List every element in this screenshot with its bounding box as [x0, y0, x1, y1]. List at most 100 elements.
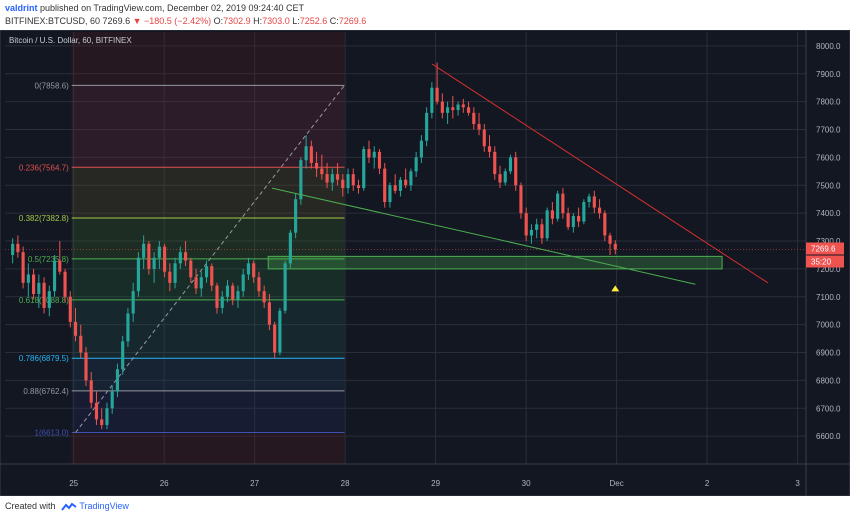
candle-body: [367, 149, 371, 158]
candle-body: [383, 168, 387, 203]
candle-body: [52, 260, 57, 292]
candle-body: [100, 419, 104, 425]
candle-body: [466, 107, 471, 113]
fib-band: [71, 167, 345, 218]
fib-anchor-line: [75, 85, 345, 433]
candle-body: [540, 224, 544, 239]
candle-body: [571, 215, 575, 228]
candle-body: [503, 171, 507, 183]
candle-body: [346, 174, 350, 189]
ohlc-close-label: C:: [329, 16, 339, 26]
candle-body: [68, 296, 72, 322]
fib-level-label: 0.786(6879.5): [19, 354, 69, 363]
candle-body: [79, 335, 83, 353]
fib-level-label: 0(7858.6): [35, 81, 70, 90]
candle-body: [587, 196, 591, 203]
candle-body: [430, 87, 434, 113]
ohlc-open-label: O:: [213, 16, 224, 26]
price-chart[interactable]: 0(7858.6) 0.236(7564.7) 0.382(7382.8) 0.5(7…: [0, 30, 850, 496]
candle-body: [592, 196, 596, 208]
price-tick-label: 7500.0: [816, 181, 841, 190]
price-tick-label: 7800.0: [816, 98, 841, 107]
candle-body: [377, 151, 382, 169]
candle-body: [63, 271, 67, 297]
candle-body: [514, 157, 518, 186]
candle-body: [603, 213, 607, 236]
ohlc-high: 7303.0: [262, 16, 290, 26]
candle-body: [288, 232, 292, 264]
chart-title: Bitcoin / U.S. Dollar, 60, BITFINEX: [9, 36, 132, 45]
candle-body: [398, 179, 402, 191]
price-tick-label: 7000.0: [816, 321, 841, 330]
candle-body: [32, 274, 36, 294]
ohlc-high-label: H:: [253, 16, 263, 26]
candle-body: [47, 291, 51, 308]
candle-body: [440, 101, 444, 113]
candle-body: [199, 277, 203, 289]
candle-body: [529, 229, 534, 236]
symbol-name: BITFINEX:BTCUSD, 60: [5, 16, 101, 26]
author-link[interactable]: valdrint: [5, 3, 38, 13]
fib-level-label: 0.236(7564.7): [19, 163, 69, 172]
tradingview-brand[interactable]: TradingView: [79, 501, 129, 511]
candle-body: [320, 168, 324, 175]
candle-body: [126, 313, 130, 342]
candle-body: [194, 277, 198, 289]
fib-level-label: 0.5(7235.8): [28, 255, 69, 264]
candle-body: [315, 162, 319, 169]
fib-band: [71, 390, 345, 433]
price-tick-label: 8000.0: [816, 42, 841, 51]
candle-body: [131, 291, 135, 314]
candle-body: [335, 174, 340, 180]
candle-body: [142, 243, 146, 258]
time-tick-label: 29: [431, 479, 440, 488]
candle-body: [278, 310, 282, 353]
candle-body: [11, 243, 15, 255]
candle-body: [425, 112, 429, 141]
candle-body: [582, 202, 586, 222]
candle-body: [309, 146, 313, 163]
candle-body: [608, 235, 612, 244]
candle-body: [325, 174, 329, 183]
fib-band-above: [71, 32, 345, 86]
candle-body: [419, 140, 423, 158]
time-tick-label: 3: [795, 479, 800, 488]
time-tick-label: 28: [341, 479, 350, 488]
candle-body: [26, 274, 30, 283]
published-text: published on TradingView.com, December 0…: [40, 3, 305, 13]
candle-body: [163, 246, 167, 272]
candle-body: [356, 185, 361, 189]
candle-body: [482, 129, 486, 147]
price-tick-label: 7300.0: [816, 237, 841, 246]
fib-level-label: 1(6613.0): [35, 429, 70, 438]
price-tick-label: 6800.0: [816, 376, 841, 385]
candle-body: [273, 324, 277, 353]
candle-body: [550, 210, 554, 219]
candle-body: [121, 341, 125, 370]
candle-body: [204, 266, 209, 278]
candle-body: [556, 193, 560, 219]
candle-body: [393, 185, 397, 191]
candle-body: [577, 215, 581, 222]
candle-body: [524, 213, 528, 236]
fib-band-below: [71, 432, 345, 464]
candle-body: [341, 179, 345, 189]
candle-body: [257, 277, 261, 292]
candle-body: [105, 408, 109, 425]
symbol-line: BITFINEX:BTCUSD, 60 7269.6 ▼ −180.5 (−2.…: [5, 16, 366, 26]
candle-body: [613, 243, 617, 250]
countdown-label: 35:20: [811, 258, 832, 267]
candle-body: [404, 179, 408, 186]
fib-band: [71, 85, 345, 168]
time-tick-label: 25: [69, 479, 78, 488]
price-change: −180.5 (−2.42%): [144, 16, 212, 26]
candle-body: [246, 263, 251, 275]
candle-body: [304, 146, 308, 161]
candle-body: [498, 174, 502, 183]
last-price: 7269.6: [102, 16, 131, 26]
candle-body: [89, 380, 93, 403]
candle-body: [472, 112, 476, 124]
time-tick-label: 27: [250, 479, 259, 488]
candle-body: [252, 263, 256, 278]
publish-header: valdrint published on TradingView.com, D…: [0, 0, 850, 30]
